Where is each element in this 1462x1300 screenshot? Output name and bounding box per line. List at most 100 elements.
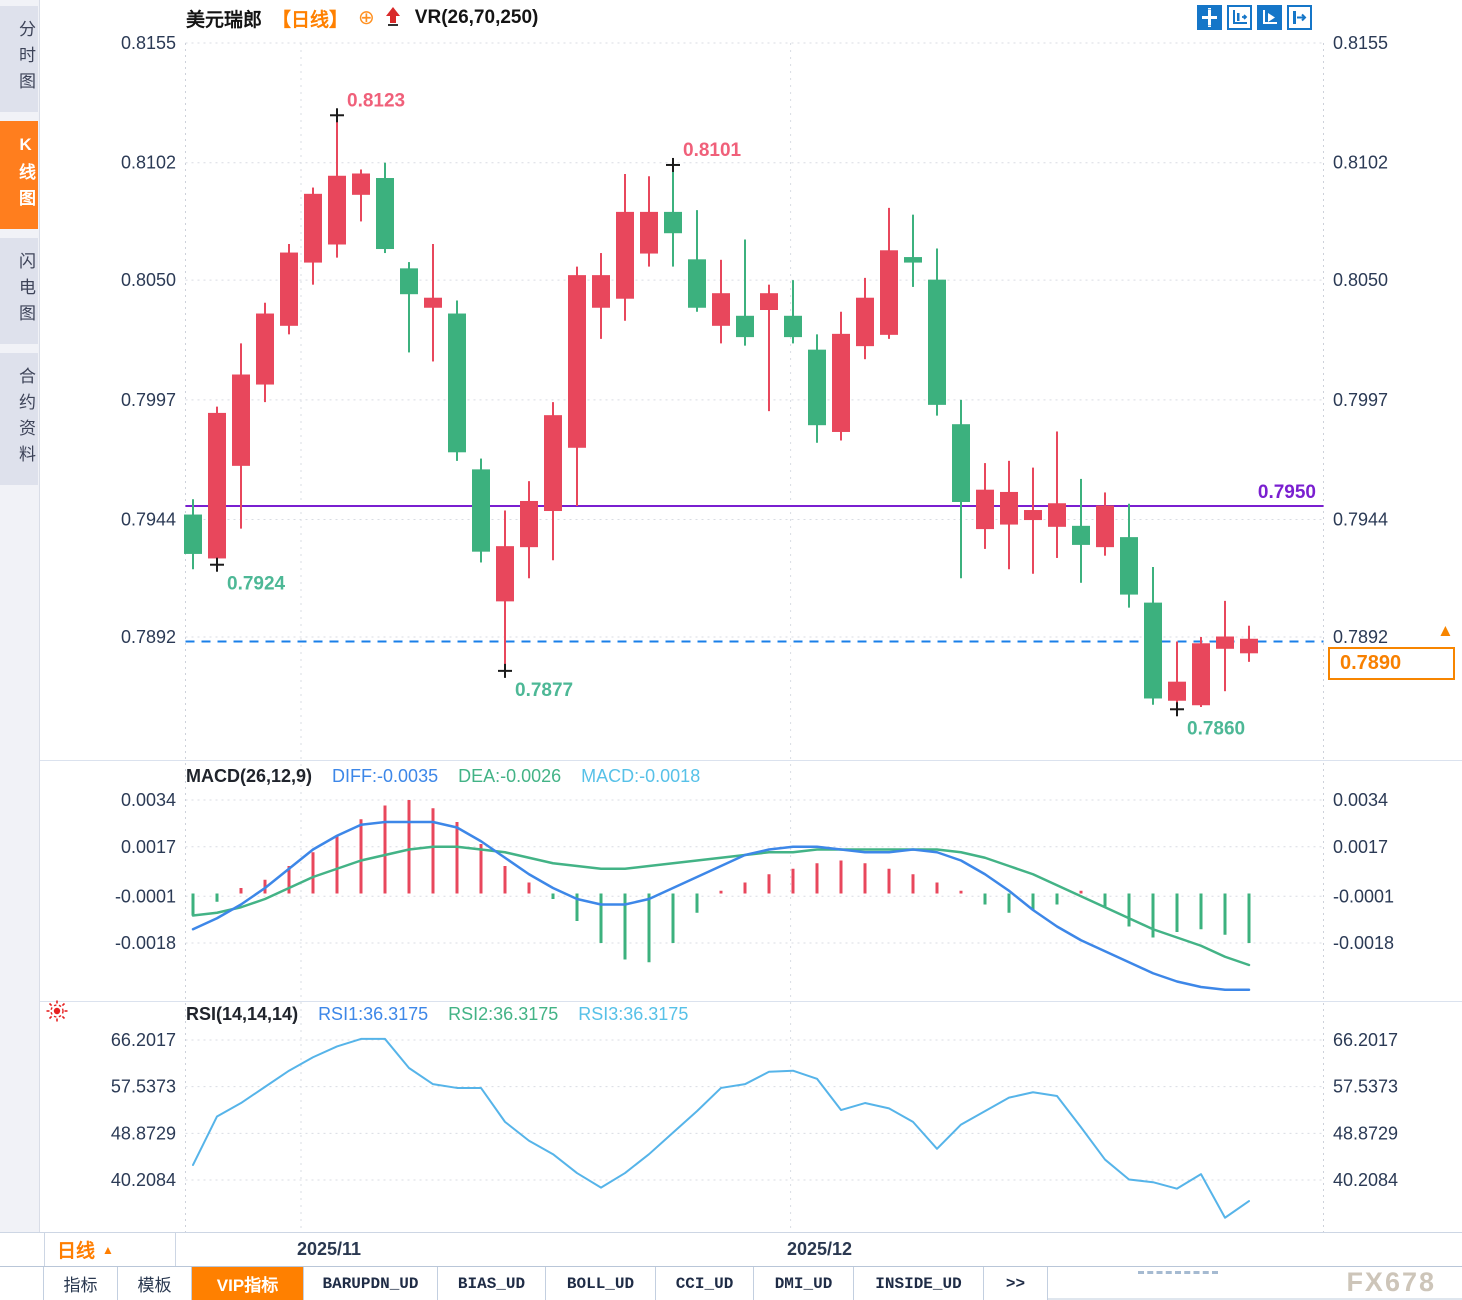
rsi-title: RSI(14,14,14) [186, 1004, 299, 1024]
candle [592, 253, 610, 339]
macd-bar [1007, 893, 1011, 913]
candle [640, 176, 658, 267]
y-tick-label: 57.5373 [1333, 1077, 1398, 1097]
diff-line [191, 820, 1251, 991]
tab-bias-ud[interactable]: BIAS_UD [438, 1267, 546, 1300]
chart-title-bar: 美元瑞郎 【日线】 ⊕ VR(26,70,250) [186, 4, 538, 32]
macd-bar [719, 890, 723, 894]
pan-crosshair-icon[interactable] [1197, 5, 1222, 30]
macd-bar [911, 874, 915, 894]
macd-bar [455, 822, 459, 894]
y-tick-label: 0.7892 [121, 627, 176, 647]
support-line-label: 0.7950 [1258, 482, 1316, 503]
swing-high-marker [666, 157, 680, 172]
rsi3-value: RSI3:36.3175 [578, 1004, 689, 1024]
y-tick-label: 48.8729 [111, 1123, 176, 1143]
period-selector[interactable]: 日线 ▲ [44, 1233, 176, 1266]
candle [616, 173, 634, 321]
sun-icon[interactable] [46, 1000, 68, 1022]
swing-low-marker [498, 663, 512, 678]
add-indicator-icon[interactable]: ⊕ [358, 7, 375, 29]
chart-canvas[interactable]: 0.8155 0.8155 0.8102 0.8102 0.8050 0.8050 0.79… [0, 0, 1462, 1232]
macd-macd-value: MACD:-0.0018 [581, 766, 701, 786]
red-up-arrow-icon [385, 7, 400, 26]
macd-header: MACD(26,12,9) DIFF:-0.0035 DEA:-0.0026 M… [186, 766, 700, 787]
y-tick-label: 40.2084 [1333, 1170, 1398, 1190]
y-tick-label: 0.7997 [121, 390, 176, 410]
macd-bar [335, 835, 339, 894]
y-tick-label: 66.2017 [1333, 1030, 1398, 1050]
swing-low-marker [210, 557, 224, 572]
y-tick-label: 48.8729 [1333, 1123, 1398, 1143]
y-tick-label: -0.0018 [115, 933, 176, 953]
swing-low-marker [1170, 702, 1184, 717]
y-tick-label: 0.8102 [121, 153, 176, 173]
tab-bar-filler: FX678 [1048, 1267, 1462, 1300]
macd-bar [407, 800, 411, 894]
y-tick-label: 0.7997 [1333, 390, 1388, 410]
candle [184, 499, 202, 570]
candle [1240, 625, 1258, 662]
macd-bar [623, 893, 627, 960]
macd-bar [935, 882, 939, 894]
tab-boll-ud[interactable]: BOLL_UD [546, 1267, 656, 1300]
candle [208, 406, 226, 565]
swing-price-label: 0.7860 [1187, 718, 1245, 739]
macd-bar [671, 893, 675, 943]
macd-bar [575, 893, 579, 921]
candle [544, 402, 562, 561]
macd-bar [1151, 893, 1155, 938]
swing-price-label: 0.7924 [227, 574, 286, 595]
candle [376, 162, 394, 254]
candle [688, 210, 706, 312]
rsi1-value: RSI1:36.3175 [318, 1004, 429, 1024]
watermark: FX678 [1346, 1267, 1436, 1297]
tab-templates[interactable]: 模板 [118, 1267, 192, 1300]
period-selector-label: 日线 [57, 1241, 96, 1262]
macd-bar [1247, 893, 1251, 943]
macd-bar [1079, 890, 1083, 894]
candle [256, 302, 274, 403]
macd-dea-value: DEA:-0.0026 [458, 766, 562, 786]
y-tick-label: 0.8155 [1333, 33, 1388, 53]
macd-bar [791, 868, 795, 894]
candle [424, 244, 442, 362]
tab-indicators[interactable]: 指标 [44, 1267, 118, 1300]
candle [304, 187, 322, 285]
macd-title: MACD(26,12,9) [186, 766, 313, 786]
axis-range-icon[interactable] [1227, 5, 1252, 30]
candle [856, 277, 874, 360]
rsi-line [192, 1037, 1250, 1219]
macd-bar [647, 893, 651, 963]
macd-bar [815, 863, 819, 894]
macd-bar [767, 874, 771, 894]
sidebar-tab-flash-chart[interactable]: 闪电图 [0, 238, 38, 344]
axis-pointer-icon[interactable] [1257, 5, 1282, 30]
candle [904, 214, 922, 287]
candle [472, 458, 490, 563]
tab-cci-ud[interactable]: CCI_UD [656, 1267, 754, 1300]
macd-bar [1127, 893, 1131, 927]
macd-bar [551, 893, 555, 899]
macd-bar [599, 893, 603, 943]
candle [1216, 600, 1234, 692]
candle [1024, 467, 1042, 574]
candle [952, 399, 970, 579]
candle [976, 463, 994, 549]
y-tick-label: 0.7944 [121, 510, 176, 530]
macd-bar [743, 882, 747, 894]
tab-vip-indicators[interactable]: VIP指标 [192, 1267, 304, 1300]
sidebar-tab-contract-info[interactable]: 合约资料 [0, 353, 38, 485]
sidebar-tab-time-chart[interactable]: 分时图 [0, 6, 38, 112]
sidebar-tab-kline-chart[interactable]: K线图 [0, 121, 38, 229]
macd-bar [1199, 893, 1203, 930]
y-tick-label: 40.2084 [111, 1170, 176, 1190]
tab-more[interactable]: >> [984, 1267, 1048, 1300]
macd-bar [1175, 893, 1179, 932]
chevron-up-icon: ▲ [102, 1242, 114, 1257]
x-axis-date-label: 2025/12 [787, 1239, 853, 1259]
tab-dmi-ud[interactable]: DMI_UD [754, 1267, 854, 1300]
tab-barupdn-ud[interactable]: BARUPDN_UD [304, 1267, 438, 1300]
pane-export-icon[interactable] [1287, 5, 1312, 30]
tab-inside-ud[interactable]: INSIDE_UD [854, 1267, 984, 1300]
